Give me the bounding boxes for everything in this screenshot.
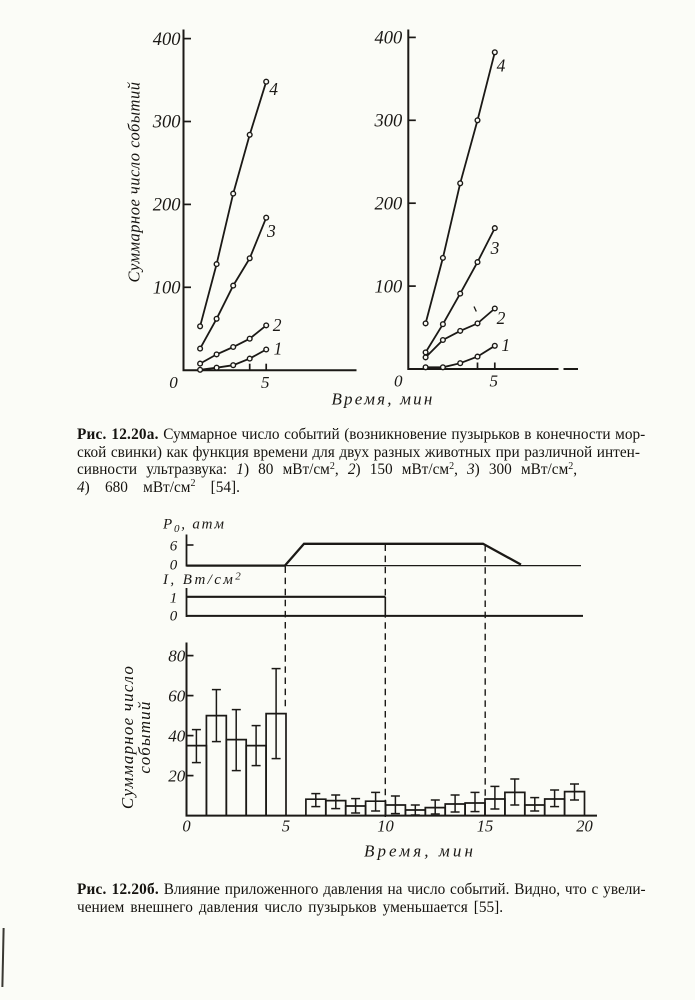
svg-text:60: 60 <box>168 686 186 705</box>
svg-text:6: 6 <box>170 539 178 555</box>
svg-text:80: 80 <box>168 646 186 665</box>
svg-text:20: 20 <box>576 817 593 836</box>
svg-text:1: 1 <box>501 335 510 355</box>
svg-text:200: 200 <box>375 194 404 214</box>
svg-text:1: 1 <box>170 591 178 607</box>
svg-text:20: 20 <box>168 766 186 785</box>
svg-text:400: 400 <box>375 29 404 49</box>
svg-text:300: 300 <box>374 112 404 132</box>
svg-text:0: 0 <box>182 817 191 836</box>
svg-text:4: 4 <box>269 79 278 99</box>
svg-text:300: 300 <box>152 113 182 133</box>
svg-text:1: 1 <box>274 339 283 359</box>
svg-text:I, Вт/см2: I, Вт/см2 <box>162 571 243 589</box>
svg-text:Время, мин: Время, мин <box>364 842 476 861</box>
svg-text:2: 2 <box>497 308 506 328</box>
svg-text:5: 5 <box>490 372 499 391</box>
svg-text:0: 0 <box>170 558 178 574</box>
svg-text:400: 400 <box>153 30 182 50</box>
svg-text:4: 4 <box>497 56 506 76</box>
svg-text:3: 3 <box>490 238 500 258</box>
svg-text:100: 100 <box>153 279 182 299</box>
svg-text:0: 0 <box>170 609 178 625</box>
svg-text:15: 15 <box>477 817 494 836</box>
svg-text:3: 3 <box>266 221 276 241</box>
svg-text:P0, атм: P0, атм <box>162 517 226 536</box>
svg-text:40: 40 <box>168 726 186 745</box>
svg-text:10: 10 <box>377 817 394 836</box>
svg-text:100: 100 <box>375 277 404 297</box>
svg-text:0: 0 <box>394 372 403 391</box>
svg-text:5: 5 <box>261 373 270 392</box>
svg-text:2: 2 <box>273 315 282 335</box>
svg-text:Время, мин: Время, мин <box>331 390 434 409</box>
svg-text:5: 5 <box>282 817 290 836</box>
svg-text:0: 0 <box>169 373 178 392</box>
svg-text:200: 200 <box>153 196 182 216</box>
